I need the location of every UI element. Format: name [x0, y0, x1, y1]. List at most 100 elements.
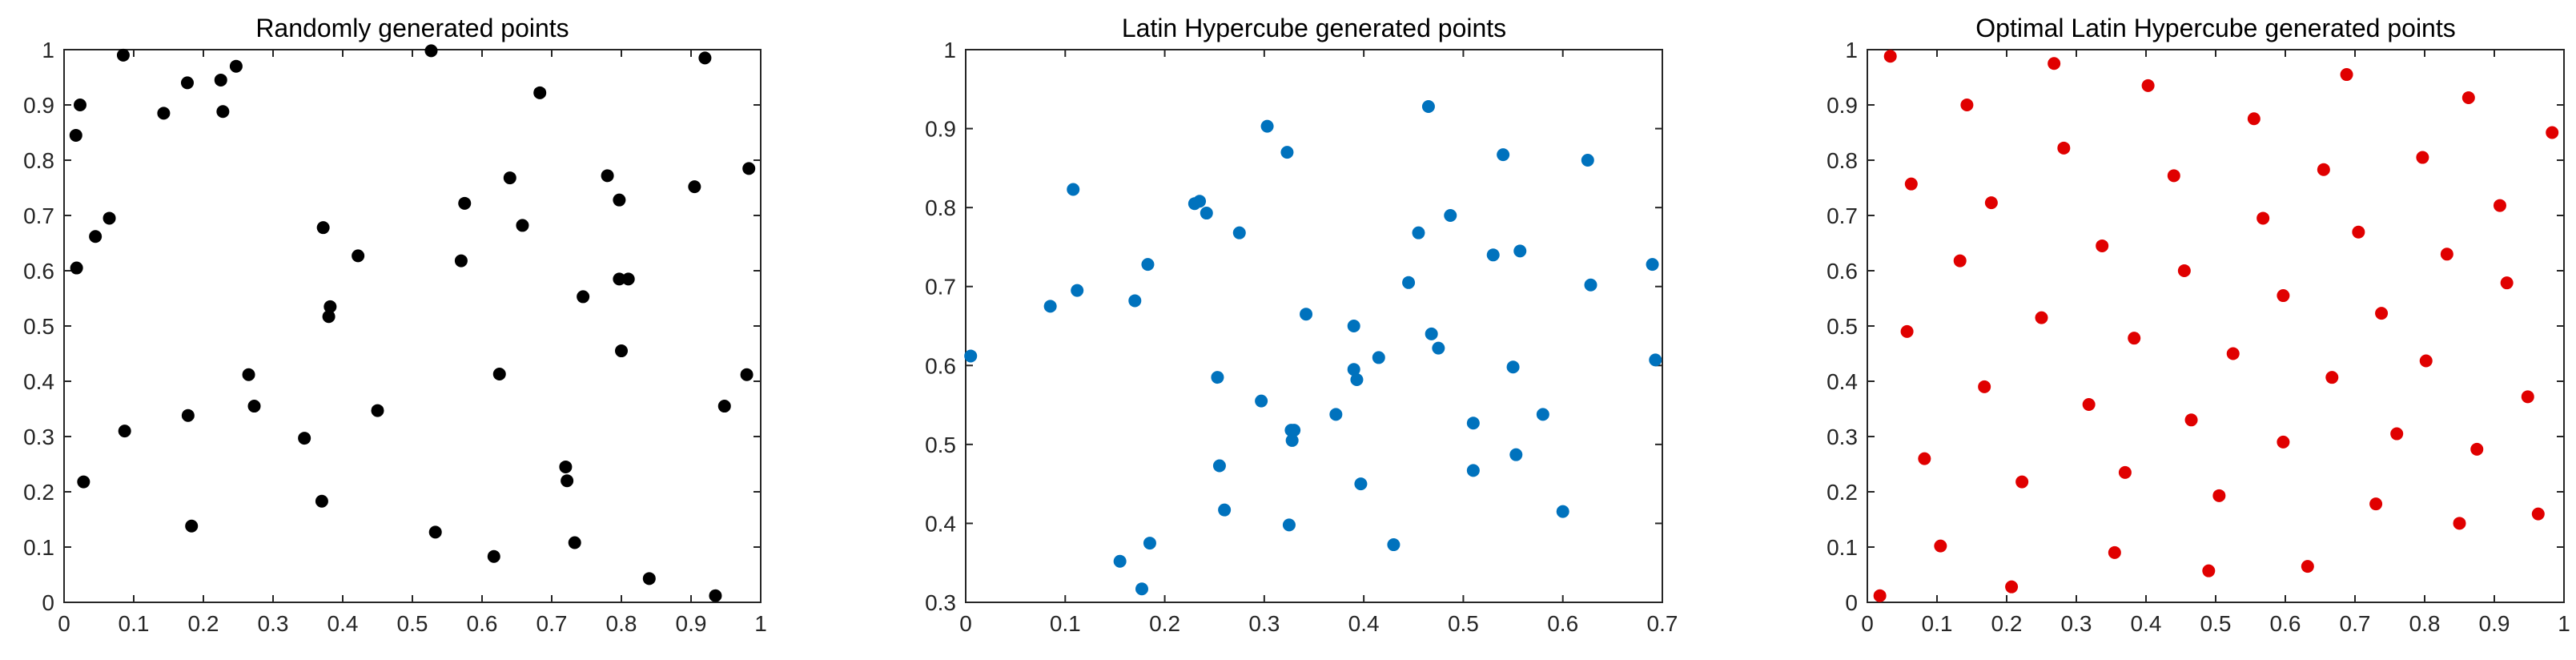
data-point [1113, 554, 1127, 568]
data-point [116, 48, 130, 62]
y-tick-label: 1 [943, 38, 956, 62]
data-point [185, 519, 199, 533]
x-tick-label: 0 [1861, 611, 1874, 636]
y-tick-label: 0.5 [925, 433, 956, 457]
data-point [1466, 417, 1480, 430]
data-point [487, 549, 500, 563]
data-point [533, 86, 547, 99]
data-point [2416, 151, 2429, 164]
data-point [2521, 390, 2534, 404]
data-point [559, 460, 573, 473]
data-point [1211, 371, 1224, 384]
data-point [1556, 505, 1569, 518]
data-point [322, 310, 336, 324]
data-point [1513, 244, 1527, 258]
data-point [2035, 311, 2048, 324]
data-point [2048, 57, 2061, 70]
data-point [2082, 397, 2096, 411]
data-point [642, 572, 656, 586]
data-point [1904, 177, 1918, 191]
data-point [1883, 50, 1897, 63]
data-point [229, 59, 243, 73]
data-point [216, 105, 230, 119]
data-point [2257, 211, 2270, 225]
data-point [102, 211, 116, 225]
x-tick-label: 0.2 [188, 611, 219, 636]
data-point [1043, 300, 1057, 313]
y-tick-label: 0.8 [23, 148, 54, 173]
y-tick-label: 0.8 [925, 195, 956, 220]
data-point [2247, 112, 2261, 126]
data-point [1128, 294, 1142, 308]
data-point [352, 249, 365, 263]
y-tick-label: 0 [1845, 590, 1858, 615]
data-point [2375, 307, 2389, 320]
y-tick-label: 0.8 [1827, 148, 1858, 173]
data-point [1421, 99, 1435, 113]
x-tick-label: 0.3 [2061, 611, 2092, 636]
data-point [2470, 442, 2484, 456]
data-point [516, 219, 529, 232]
data-point [247, 400, 261, 413]
data-point [1497, 148, 1510, 162]
x-tick-label: 1 [2558, 611, 2570, 636]
data-point [181, 408, 195, 422]
data-point [2325, 371, 2339, 384]
x-tick-label: 0.4 [1348, 611, 1380, 636]
data-point [577, 290, 590, 304]
data-point [1934, 539, 1947, 553]
data-point [1329, 408, 1343, 421]
data-point [454, 254, 468, 268]
data-point [69, 128, 82, 142]
x-tick-label: 0.6 [2270, 611, 2301, 636]
data-point [157, 107, 171, 120]
y-tick-label: 0.4 [925, 511, 956, 536]
data-point [1347, 363, 1360, 376]
data-point [1288, 424, 1301, 437]
x-tick-label: 0.3 [1248, 611, 1280, 636]
data-point [1200, 207, 1213, 220]
y-tick-label: 0.2 [23, 480, 54, 505]
data-point [1412, 226, 1425, 239]
y-tick-label: 0.9 [925, 117, 956, 142]
y-tick-label: 1 [42, 38, 54, 62]
data-point [503, 171, 516, 185]
data-point [316, 221, 330, 235]
data-point [2419, 354, 2433, 368]
data-point [1536, 408, 1549, 421]
data-point [298, 432, 311, 445]
data-point [717, 400, 731, 413]
x-tick-label: 0.4 [328, 611, 359, 636]
data-point [2177, 264, 2191, 277]
data-point [2108, 545, 2121, 559]
data-point [2461, 91, 2475, 105]
data-point [740, 368, 754, 381]
data-point [1193, 195, 1207, 208]
data-point [458, 196, 472, 210]
data-point [1900, 324, 1914, 338]
data-point [2141, 78, 2155, 92]
data-point [1466, 464, 1480, 477]
data-point [2167, 169, 2180, 183]
data-point [615, 344, 628, 358]
data-point [1280, 146, 1294, 159]
y-tick-label: 0.6 [23, 259, 54, 284]
data-point [1350, 373, 1364, 387]
data-point [324, 300, 337, 313]
data-point [1255, 394, 1268, 408]
y-tick-label: 0.3 [1827, 425, 1858, 449]
data-point [2440, 248, 2453, 261]
chart-title-latin-hypercube: Latin Hypercube generated points [1122, 14, 1506, 42]
y-tick-label: 0.3 [23, 425, 54, 449]
y-tick-label: 0.7 [23, 203, 54, 228]
data-point [1960, 99, 1974, 111]
data-point [1232, 226, 1246, 239]
data-point [1444, 209, 1457, 222]
y-tick-label: 0.4 [23, 369, 54, 394]
y-tick-label: 0.9 [1827, 93, 1858, 118]
data-point [2128, 332, 2141, 345]
data-point [1486, 248, 1500, 262]
data-point [2005, 580, 2019, 594]
x-tick-label: 0.9 [2479, 611, 2510, 636]
y-tick-label: 0.7 [925, 275, 956, 300]
